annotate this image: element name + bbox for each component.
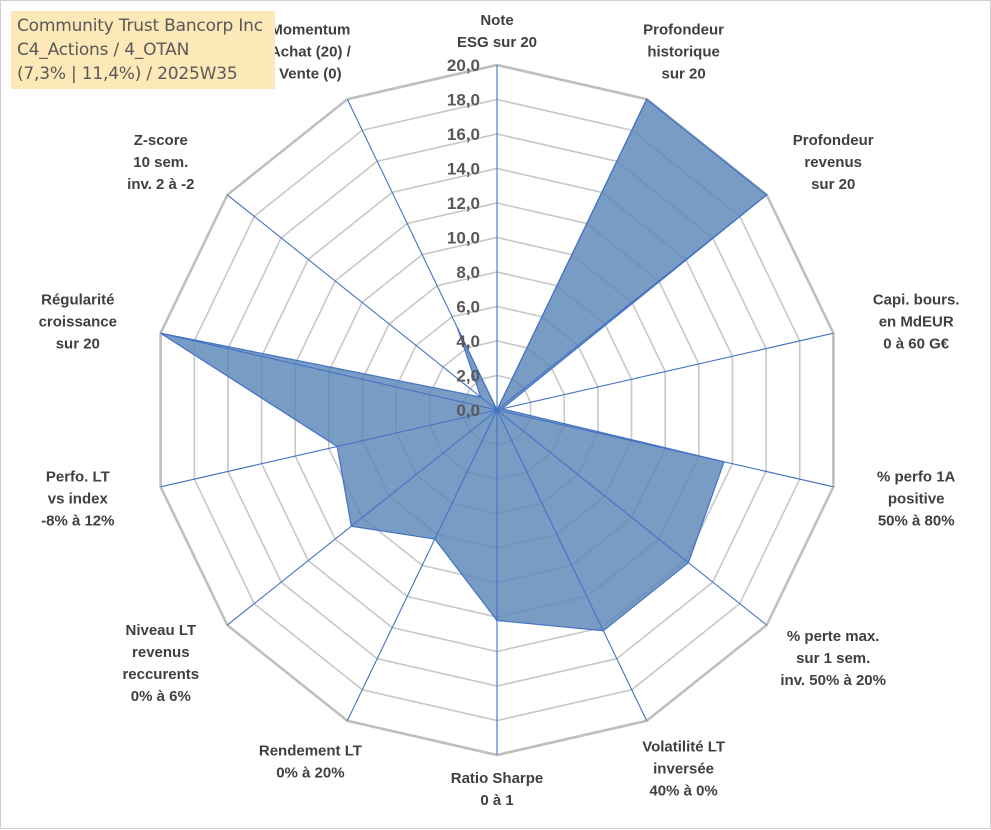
radar-tick-labels: 0,0 2,0 4,0 6,0 8,0 10,0 12,0 14,0 16,0 18,0 20,0 <box>447 56 480 420</box>
axis-label: Profondeur revenus sur 20 <box>793 132 874 193</box>
axis-label-line: 40% à 0% <box>649 783 717 800</box>
axis-label-line: ESG sur 20 <box>457 34 537 51</box>
axis-spoke <box>496 98 648 411</box>
axis-label-line: sur 1 sem. <box>796 650 870 667</box>
tick-label: 20,0 <box>447 56 480 75</box>
axis-label-line: Vente (0) <box>279 65 342 82</box>
axis-spoke <box>346 409 498 722</box>
axis-label-line: 0% à 20% <box>276 765 344 782</box>
axis-label: Profondeur historique sur 20 <box>643 21 724 82</box>
axis-label-line: Capi. bours. <box>873 291 960 308</box>
axis-label-line: 0 à 1 <box>480 792 513 809</box>
axis-label-line: 0% à 6% <box>131 688 191 705</box>
axis-label-line: Profondeur <box>643 21 724 38</box>
axis-label-line: Profondeur <box>793 132 874 149</box>
tick-label: 14,0 <box>447 160 480 179</box>
axis-spoke <box>496 194 768 411</box>
axis-spoke <box>346 98 498 411</box>
axis-label: Perfo. LT vs index -8% à 12% <box>41 469 114 530</box>
axis-spoke <box>160 332 498 411</box>
tick-label: 4,0 <box>456 332 480 351</box>
stats-line: (7,3% | 11,4%) / 2025W35 <box>17 64 238 84</box>
series-area <box>160 98 768 632</box>
axis-label-line: % perfo 1A <box>877 469 956 486</box>
axis-label-line: Niveau LT <box>126 622 197 639</box>
info-box: Community Trust Bancorp Inc C4_Actions /… <box>11 11 275 89</box>
axis-label-line: en MdEUR <box>879 313 954 330</box>
axis-label-line: Régularité <box>41 291 114 308</box>
axis-label-line: croissance <box>39 313 117 330</box>
axis-label-line: 50% à 80% <box>878 513 955 530</box>
axis-label-line: inv. 2 à -2 <box>127 176 194 193</box>
axis-label-line: Ratio Sharpe <box>451 770 544 787</box>
axis-label-line: sur 20 <box>661 65 705 82</box>
axis-label: Ratio Sharpe 0 à 1 <box>451 770 544 809</box>
axis-label-line: Perfo. LT <box>46 469 110 486</box>
axis-label-line: Rendement LT <box>259 743 362 760</box>
tick-label: 6,0 <box>456 298 480 317</box>
axis-label: % perfo 1A positive 50% à 80% <box>877 469 956 530</box>
tick-label: 16,0 <box>447 125 480 144</box>
axis-label: Momentum Achat (20) / Vente (0) <box>270 21 352 82</box>
axis-label-line: Note <box>480 12 513 29</box>
axis-label-line: % perte max. <box>787 628 880 645</box>
axis-spoke <box>160 409 498 488</box>
axis-label-line: historique <box>647 43 720 60</box>
tick-label: 0,0 <box>456 401 480 420</box>
axis-label: Note ESG sur 20 <box>457 12 537 51</box>
axis-label-line: Z-score <box>134 132 188 149</box>
axis-label-line: positive <box>888 491 945 508</box>
axis-spoke <box>226 409 498 626</box>
axis-label: Niveau LT revenus reccurents 0% à 6% <box>122 622 199 705</box>
axis-label-line: Achat (20) / <box>270 43 352 60</box>
axis-label: Z-score 10 sem. inv. 2 à -2 <box>127 132 194 193</box>
company-name: Community Trust Bancorp Inc <box>17 16 263 36</box>
axis-spoke <box>496 409 768 626</box>
radar-axis-labels: Note ESG sur 20 Profondeur historique sur 20… <box>39 12 960 809</box>
axis-spoke <box>226 194 498 411</box>
axis-spoke <box>496 409 834 488</box>
axis-label-line: revenus <box>804 154 862 171</box>
radar-spokes <box>160 65 834 755</box>
axis-label-line: sur 20 <box>811 176 855 193</box>
axis-label-line: 10 sem. <box>133 154 188 171</box>
tick-label: 8,0 <box>456 263 480 282</box>
portfolio-line: C4_Actions / 4_OTAN <box>17 40 190 60</box>
radar-series <box>160 98 768 632</box>
axis-label-line: reccurents <box>122 666 199 683</box>
axis-spoke <box>496 409 648 722</box>
axis-label: Capi. bours. en MdEUR 0 à 60 G€ <box>873 291 960 352</box>
tick-label: 2,0 <box>456 367 480 386</box>
axis-label: Volatilité LT inversée 40% à 0% <box>642 739 725 800</box>
tick-label: 12,0 <box>447 194 480 213</box>
axis-label-line: vs index <box>48 491 109 508</box>
axis-label-line: -8% à 12% <box>41 513 114 530</box>
axis-label: Régularité croissance sur 20 <box>39 291 117 352</box>
axis-label-line: Momentum <box>270 21 350 38</box>
tick-label: 18,0 <box>447 91 480 110</box>
axis-label-line: sur 20 <box>56 335 100 352</box>
axis-label-line: revenus <box>132 644 190 661</box>
tick-label: 10,0 <box>447 229 480 248</box>
axis-label-line: inversée <box>653 761 714 778</box>
axis-label-line: Volatilité LT <box>642 739 725 756</box>
axis-label-line: 0 à 60 G€ <box>883 335 950 352</box>
axis-label: Rendement LT 0% à 20% <box>259 743 362 782</box>
axis-label-line: inv. 50% à 20% <box>780 672 886 689</box>
axis-label: % perte max. sur 1 sem. inv. 50% à 20% <box>780 628 886 689</box>
axis-spoke <box>496 332 834 411</box>
